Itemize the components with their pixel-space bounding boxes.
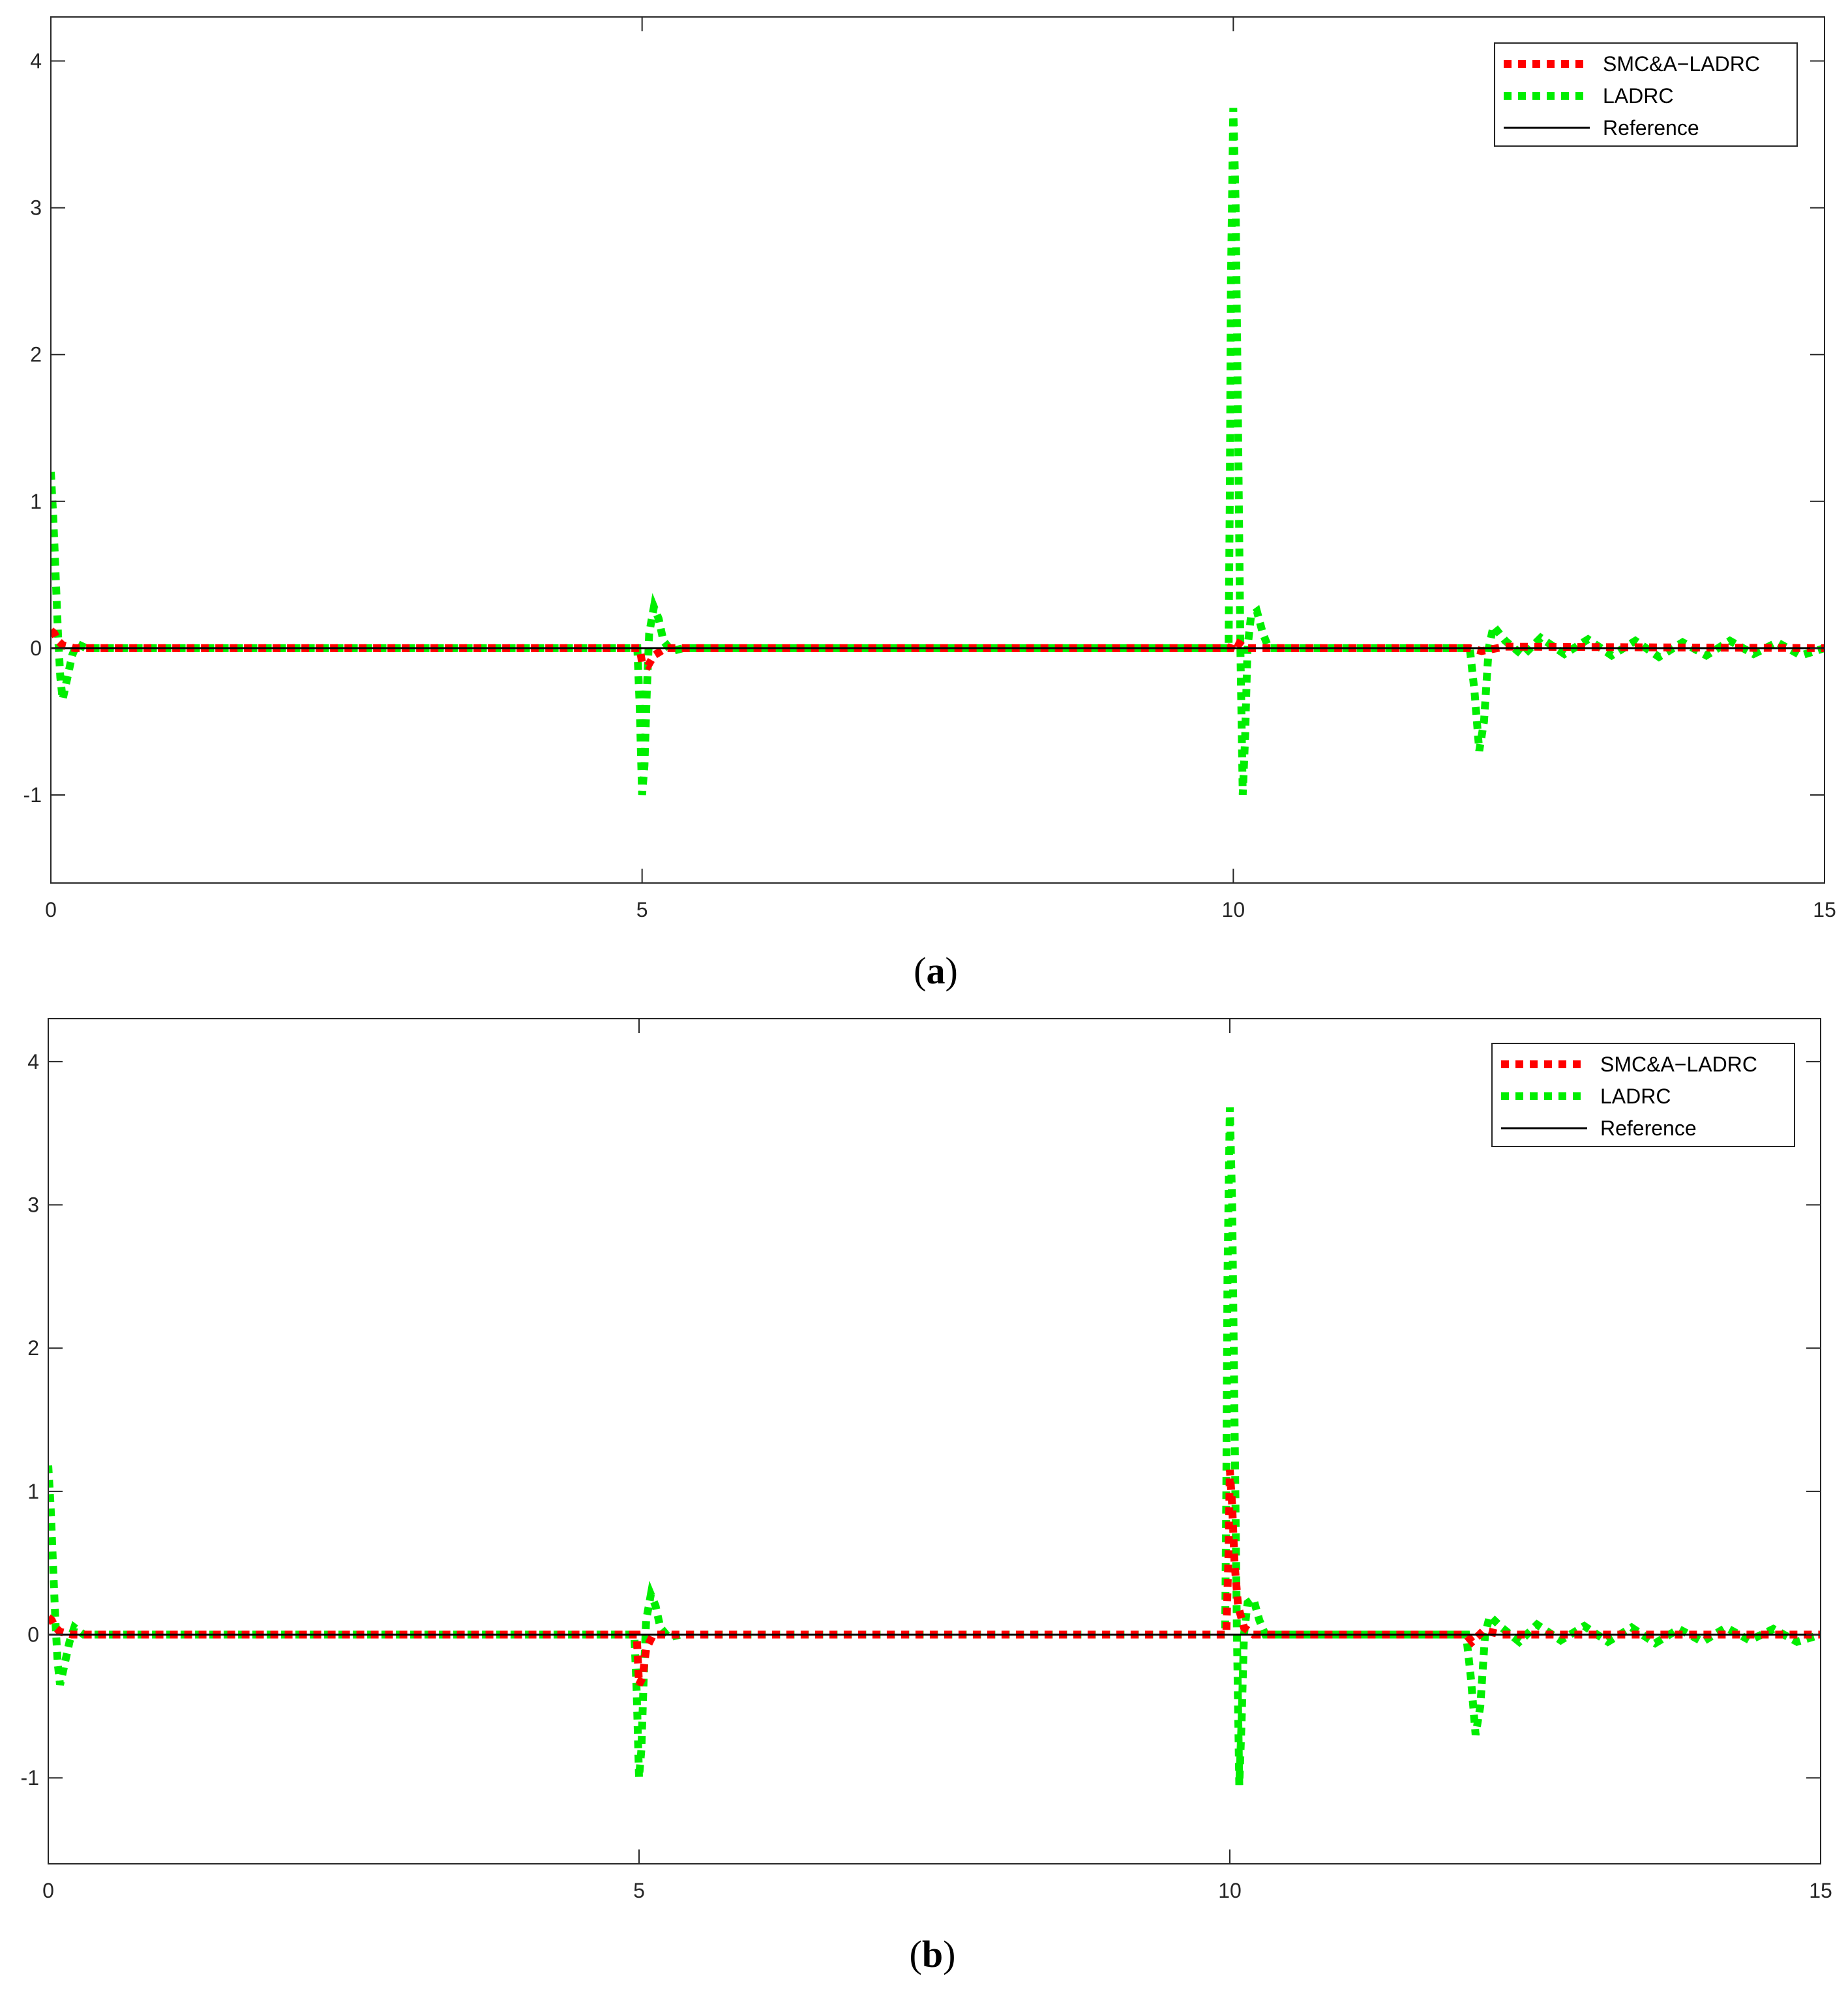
y-tick-label: 2 <box>27 1336 39 1360</box>
x-tick-label: 10 <box>1218 1879 1242 1902</box>
y-tick-label: 1 <box>27 1480 39 1503</box>
caption-open-paren: ( <box>914 950 926 992</box>
caption-letter: a <box>927 950 946 992</box>
y-tick-label: 3 <box>30 196 42 220</box>
x-tick-label: 0 <box>45 898 57 921</box>
y-tick-label: 0 <box>27 1623 39 1647</box>
y-tick-label: -1 <box>23 783 42 807</box>
series-line-0 <box>51 627 1825 671</box>
legend-label-0: SMC&A−LADRC <box>1600 1053 1757 1076</box>
x-tick-label: 0 <box>42 1879 54 1902</box>
plot-area <box>51 108 1825 796</box>
caption-close-paren: ) <box>943 1933 955 1975</box>
caption-close-paren: ) <box>946 950 958 992</box>
y-tick-label: 2 <box>30 343 42 367</box>
panel-caption: (b) <box>910 1933 956 1975</box>
y-tick-label: -1 <box>21 1766 39 1789</box>
panel-b: 0 5 10 15 -1 0 1 2 3 4 SMC&A−LADRC LADRC Reference (b… <box>21 1018 1832 1975</box>
legend-label-2: Reference <box>1600 1116 1697 1140</box>
axes-box <box>48 1018 1821 1864</box>
x-tick-label: 15 <box>1809 1879 1832 1902</box>
legend-label-1: LADRC <box>1603 84 1673 108</box>
legend-label-0: SMC&A−LADRC <box>1603 52 1760 76</box>
caption-letter: b <box>922 1933 943 1975</box>
panel-a: 0 5 10 15 -1 0 1 2 3 4 SMC&A−LADRC LADRC Reference (a… <box>23 16 1836 992</box>
y-tick-label: 1 <box>30 490 42 513</box>
legend-box <box>1494 42 1798 147</box>
legend-label-1: LADRC <box>1600 1085 1671 1108</box>
y-tick-label: 4 <box>30 50 42 73</box>
plot-area <box>48 1107 1821 1786</box>
series-line-0 <box>48 1469 1821 1687</box>
legend-box <box>1491 1043 1795 1147</box>
y-tick-label: 0 <box>30 636 42 660</box>
legend: SMC&A−LADRC LADRC Reference <box>1494 42 1798 147</box>
axes-box <box>50 16 1825 884</box>
x-tick-label: 10 <box>1222 898 1245 921</box>
x-tick-label: 5 <box>636 898 648 921</box>
y-tick-label: 4 <box>27 1050 39 1073</box>
x-tick-label: 5 <box>633 1879 645 1902</box>
legend-label-2: Reference <box>1603 116 1699 140</box>
y-tick-label: 3 <box>27 1193 39 1217</box>
panel-caption: (a) <box>914 950 958 992</box>
legend: SMC&A−LADRC LADRC Reference <box>1491 1043 1795 1147</box>
caption-open-paren: ( <box>910 1933 922 1975</box>
x-tick-label: 15 <box>1813 898 1836 921</box>
